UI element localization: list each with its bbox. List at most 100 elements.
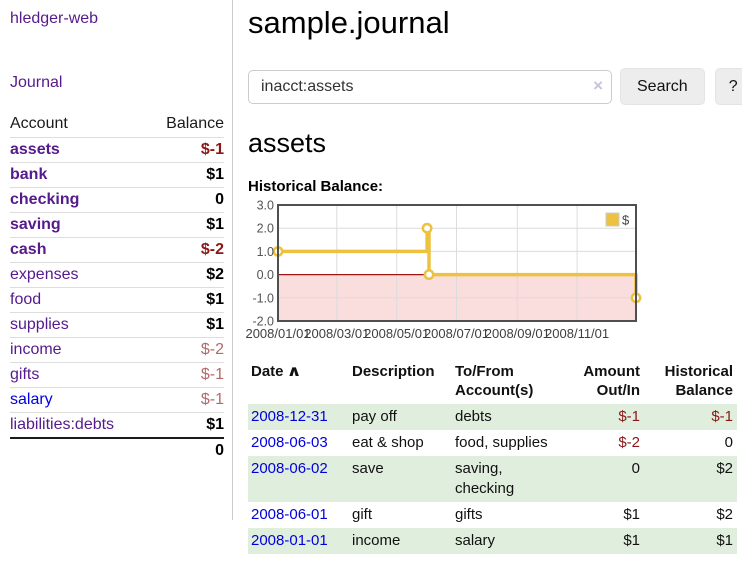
header-description: Description [352, 363, 435, 380]
tx-description: save [349, 456, 452, 502]
accounts-total-row: 0 [10, 437, 224, 463]
header-balance: Historical Balance [664, 363, 733, 399]
search-button[interactable]: Search [620, 68, 705, 105]
tx-amount: $-2 [618, 434, 640, 451]
transaction-row: 2008-06-01 gift gifts $1 $2 [248, 502, 737, 528]
tx-accounts: debts [452, 404, 563, 430]
transaction-row: 2008-06-03 eat & shop food, supplies $-2… [248, 430, 737, 456]
account-row-gifts: gifts $-1 [10, 362, 224, 388]
svg-text:2008/01/01: 2008/01/01 [245, 326, 310, 341]
chart-title: Historical Balance: [248, 178, 384, 195]
header-accounts: To/From Account(s) [455, 363, 534, 399]
account-row-assets: assets $-1 [10, 137, 224, 163]
account-balance: $1 [147, 162, 224, 188]
header-date[interactable]: Date ∧ [251, 363, 302, 380]
accounts-table: Account Balance assets $-1 bank $1 check… [10, 113, 224, 463]
account-row-expenses: expenses $2 [10, 262, 224, 288]
account-link-income[interactable]: income [10, 341, 62, 358]
account-balance: $-1 [147, 137, 224, 163]
tx-balance: $2 [644, 456, 737, 502]
account-link-supplies[interactable]: supplies [10, 316, 69, 333]
account-link-food[interactable]: food [10, 291, 42, 308]
svg-text:0.0: 0.0 [257, 268, 274, 282]
tx-balance: $1 [644, 528, 737, 554]
account-balance: $-2 [147, 237, 224, 263]
chart-legend: $ [605, 212, 630, 228]
svg-text:2008/07/01: 2008/07/01 [424, 326, 489, 341]
tx-accounts: food, supplies [455, 434, 548, 451]
tx-description: income [349, 528, 452, 554]
nav-journal-link[interactable]: Journal [10, 74, 63, 91]
tx-balance: $-1 [644, 404, 737, 430]
account-balance: $2 [147, 262, 224, 288]
accounts-header-account: Account [10, 115, 68, 132]
account-balance: $1 [147, 287, 224, 313]
historical-balance-chart[interactable]: $ 3.0 2.0 1.0 0.0 -1.0 -2.0 2008/01/01 2… [245, 199, 742, 344]
account-balance: $-2 [147, 337, 224, 363]
sort-asc-icon: ∧ [285, 363, 302, 380]
account-link-checking[interactable]: checking [10, 191, 80, 208]
help-button[interactable]: ? [714, 68, 742, 105]
tx-date-link[interactable]: 2008-06-01 [251, 506, 328, 523]
page-title: sample.journal [248, 5, 450, 40]
tx-description: eat & shop [352, 434, 424, 451]
main-content: sample.journal × Search ? assets Histori… [245, 0, 742, 554]
app-brand-link[interactable]: hledger-web [10, 10, 99, 27]
header-amount: Amount Out/In [583, 363, 640, 399]
account-row-bank: bank $1 [10, 162, 224, 188]
account-link-liabilities-debts[interactable]: liabilities:debts [10, 416, 115, 433]
svg-text:2.0: 2.0 [257, 222, 274, 236]
account-balance: $-1 [147, 387, 224, 413]
transaction-row: 2008-12-31 pay off debts $-1 $-1 [248, 404, 737, 430]
svg-text:2008/11/01: 2008/11/01 [545, 326, 609, 341]
accounts-header-balance: Balance [166, 115, 224, 132]
svg-text:2008/09/01: 2008/09/01 [485, 326, 550, 341]
account-link-expenses[interactable]: expenses [10, 266, 79, 283]
tx-accounts: saving, checking [452, 456, 563, 502]
transaction-row: 2008-01-01 income salary $1 $1 [248, 528, 737, 554]
account-row-supplies: supplies $1 [10, 312, 224, 338]
tx-date-link[interactable]: 2008-06-02 [251, 460, 328, 477]
search-form: × Search ? [248, 68, 742, 105]
account-link-saving[interactable]: saving [10, 216, 61, 233]
account-link-salary[interactable]: salary [10, 391, 53, 408]
account-row-cash: cash $-2 [10, 237, 224, 263]
tx-date-link[interactable]: 2008-12-31 [251, 408, 328, 425]
tx-amount: 0 [563, 456, 644, 502]
accounts-total-value: 0 [147, 437, 224, 463]
legend-swatch [605, 212, 620, 227]
account-row-saving: saving $1 [10, 212, 224, 238]
tx-amount: $1 [623, 506, 640, 523]
account-link-assets[interactable]: assets [10, 141, 60, 158]
account-balance: $1 [147, 412, 224, 438]
account-heading: assets [248, 128, 327, 158]
legend-label: $ [622, 213, 630, 228]
svg-text:1.0: 1.0 [257, 245, 274, 259]
vertical-gridlines [336, 206, 578, 320]
account-link-gifts[interactable]: gifts [10, 366, 40, 383]
transaction-row: 2008-06-02 save saving, checking 0 $2 [248, 456, 737, 502]
tx-description: gift [352, 506, 373, 523]
tx-date-link[interactable]: 2008-01-01 [251, 532, 328, 549]
tx-date-link[interactable]: 2008-06-03 [251, 434, 328, 451]
svg-text:2008/03/01: 2008/03/01 [304, 326, 369, 341]
tx-amount: $1 [563, 528, 644, 554]
account-balance: $1 [147, 212, 224, 238]
tx-accounts: salary [452, 528, 563, 554]
account-balance: 0 [147, 187, 224, 213]
account-row-income: income $-2 [10, 337, 224, 363]
transactions-header-row: Date ∧ Description To/From Account(s) Amo… [248, 360, 737, 404]
tx-balance: $2 [716, 506, 733, 523]
account-balance: $-1 [147, 362, 224, 388]
clear-search-icon[interactable]: × [593, 75, 603, 95]
account-row-food: food $1 [10, 287, 224, 313]
svg-text:3.0: 3.0 [257, 199, 274, 213]
accounts-header-row: Account Balance [10, 113, 224, 138]
x-axis-labels: 2008/01/01 2008/03/01 2008/05/01 2008/07… [245, 326, 609, 341]
account-link-bank[interactable]: bank [10, 166, 48, 183]
chart-svg[interactable]: $ 3.0 2.0 1.0 0.0 -1.0 -2.0 2008/01/01 2… [245, 199, 642, 344]
search-input[interactable] [248, 69, 612, 104]
account-link-cash[interactable]: cash [10, 241, 47, 258]
svg-text:-2.0: -2.0 [252, 315, 274, 329]
svg-text:-1.0: -1.0 [252, 291, 274, 305]
